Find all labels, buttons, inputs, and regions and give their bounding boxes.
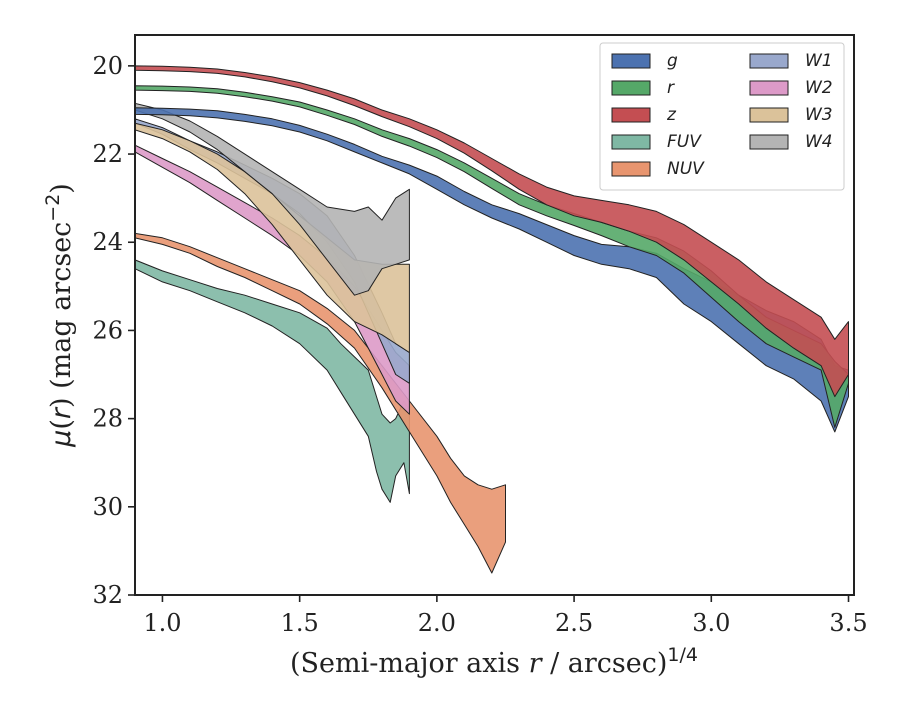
legend-label-fuv: FUV bbox=[667, 132, 702, 152]
plot-frame bbox=[134, 34, 855, 596]
legend-swatch-w1 bbox=[749, 53, 789, 69]
legend-swatch-fuv bbox=[611, 134, 651, 150]
x-axis-label-var: r bbox=[529, 648, 544, 679]
band-w4 bbox=[135, 102, 410, 296]
x-tick-label: 3.0 bbox=[692, 609, 730, 637]
legend-swatch-r bbox=[611, 80, 651, 96]
ticks-layer: 1.0 1.5 2.0 2.5 3.0 3.5 20 22 24 26 28 30 32 bbox=[92, 52, 867, 637]
legend-swatch-w3 bbox=[749, 107, 789, 123]
x-tick-label: 3.5 bbox=[829, 609, 867, 637]
y-axis-label: μ(r) (mag arcsec−2) bbox=[42, 183, 77, 448]
x-tick-label: 2.5 bbox=[555, 609, 593, 637]
band-w3 bbox=[135, 122, 410, 353]
band-z bbox=[135, 65, 849, 398]
legend-label-nuv: NUV bbox=[667, 159, 705, 179]
legend-label-w3: W3 bbox=[805, 105, 833, 125]
legend-label-z: z bbox=[666, 105, 677, 125]
x-axis-label-exponent: 1/4 bbox=[667, 644, 698, 666]
x-tick-label: 2.0 bbox=[418, 609, 456, 637]
band-fuv bbox=[135, 259, 410, 503]
y-tick-label: 24 bbox=[92, 228, 123, 256]
legend-swatch-z bbox=[611, 107, 651, 123]
band-g bbox=[135, 107, 849, 433]
y-tick-label: 20 bbox=[92, 52, 123, 80]
x-axis-label-tail: / arcsec) bbox=[542, 648, 668, 679]
x-axis-label-main: (Semi-major axis bbox=[290, 648, 529, 679]
legend-swatch-w2 bbox=[749, 80, 789, 96]
y-axis-label-close: ) bbox=[46, 397, 77, 408]
x-tick-label: 1.5 bbox=[281, 609, 319, 637]
x-tick-label: 1.0 bbox=[143, 609, 181, 637]
legend-swatch-g bbox=[611, 53, 651, 69]
y-tick-label: 30 bbox=[92, 493, 123, 521]
y-tick-label: 22 bbox=[92, 140, 123, 168]
legend-label-g: g bbox=[667, 51, 678, 71]
legend-box bbox=[599, 42, 845, 191]
legend: grz FUV NUV W1 W2 W3 W4 bbox=[599, 42, 845, 191]
y-axis-label-mu: μ bbox=[46, 430, 77, 448]
y-axis-label-unit: (mag arcsec bbox=[46, 222, 77, 398]
y-axis-label-exponent: −2 bbox=[42, 194, 64, 222]
band-nuv bbox=[135, 232, 506, 574]
y-tick-label: 32 bbox=[92, 581, 123, 609]
legend-label-w4: W4 bbox=[805, 132, 833, 152]
y-axis-label-open: ( bbox=[46, 419, 77, 430]
legend-swatch-w4 bbox=[749, 134, 789, 150]
band-r bbox=[135, 85, 849, 428]
y-tick-label: 28 bbox=[92, 405, 123, 433]
y-axis-label-end: ) bbox=[46, 183, 77, 194]
legend-items: grz FUV NUV W1 W2 W3 W4 bbox=[611, 51, 833, 179]
band-w2 bbox=[135, 144, 410, 415]
bands-layer bbox=[135, 65, 849, 574]
legend-label-w2: W2 bbox=[805, 78, 833, 98]
legend-label-r: r bbox=[667, 78, 675, 98]
y-tick-label: 26 bbox=[92, 316, 123, 344]
x-axis-label: (Semi-major axis r / arcsec)1/4 bbox=[290, 644, 698, 679]
legend-swatch-nuv bbox=[611, 161, 651, 177]
legend-label-w1: W1 bbox=[805, 51, 833, 71]
y-axis-label-var: r bbox=[46, 406, 77, 419]
